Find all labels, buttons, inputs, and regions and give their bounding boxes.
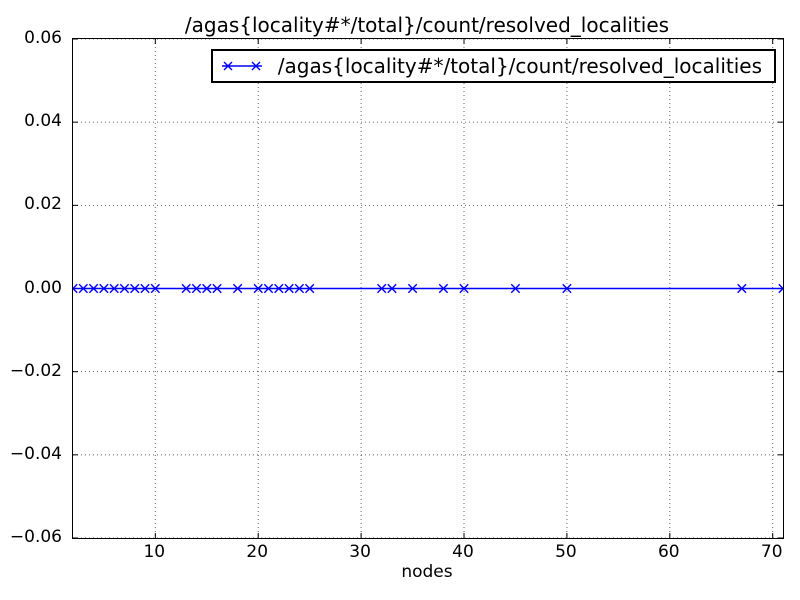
y-tick-label: 0.00 — [24, 277, 62, 298]
x-tick-label: 20 — [246, 542, 269, 562]
legend: /agas{locality#*/total}/count/resolved_l… — [210, 49, 776, 83]
y-tick-label: 0.02 — [24, 194, 62, 215]
x-tick-label: 40 — [452, 542, 474, 562]
y-tick-label: 0.06 — [24, 28, 62, 48]
y-tick-label: −0.06 — [9, 527, 62, 547]
x-tick-label: 10 — [143, 542, 166, 562]
plot-canvas — [73, 39, 783, 538]
y-tick-label: 0.04 — [24, 111, 62, 132]
x-tick-label: 30 — [349, 542, 371, 562]
x-tick-label: 50 — [555, 542, 577, 562]
chart-title: /agas{locality#*/total}/count/resolved_l… — [184, 13, 670, 37]
plot-area: /agas{locality#*/total}/count/resolved_l… — [72, 38, 784, 539]
legend-line-sample-icon — [221, 61, 262, 71]
y-tick-label: −0.04 — [9, 443, 62, 464]
x-tick-label: 60 — [657, 542, 680, 562]
legend-label: /agas{locality#*/total}/count/resolved_l… — [277, 54, 762, 78]
x-axis-label: nodes — [401, 562, 453, 582]
y-tick-label: −0.02 — [9, 360, 62, 381]
x-tick-label: 70 — [760, 542, 783, 562]
